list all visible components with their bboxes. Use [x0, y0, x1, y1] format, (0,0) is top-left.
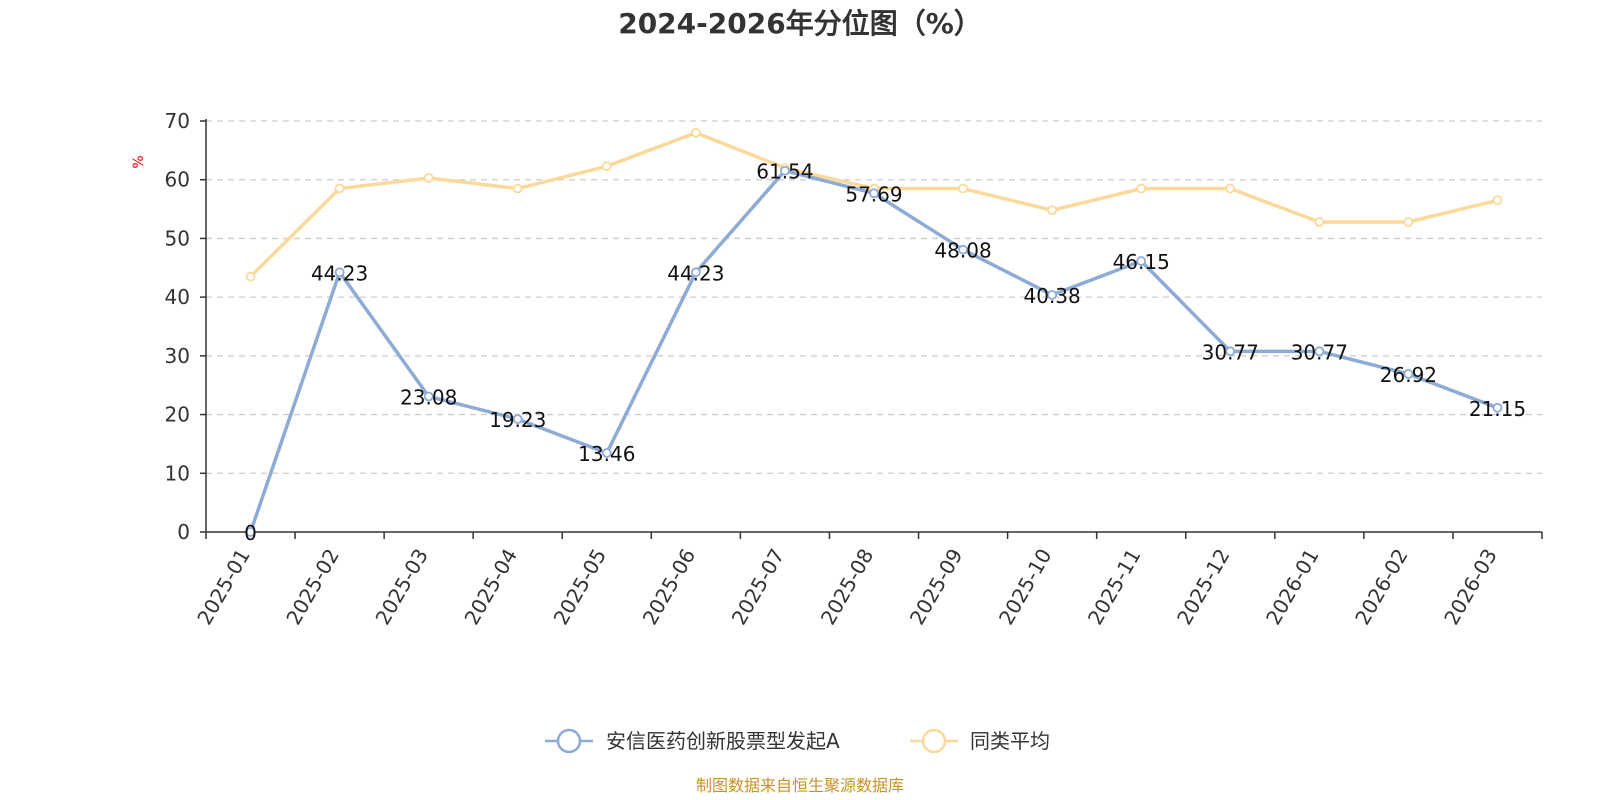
data-point[interactable] — [1403, 369, 1414, 379]
x-tick-label: 2026-03 — [1439, 545, 1502, 629]
data-label: 61.54 — [756, 160, 813, 184]
x-tick-label: 2025-04 — [459, 545, 522, 629]
x-tick-labels: 2025-01 2025-02 2025-03 2025-04 2025-05 2025-… — [192, 545, 1502, 629]
data-point[interactable] — [780, 165, 790, 176]
axes — [200, 119, 1543, 539]
x-tick-label: 2025-09 — [905, 545, 968, 629]
series-group — [245, 127, 1503, 537]
data-point[interactable] — [1047, 290, 1058, 300]
data-label: 30.77 — [1291, 340, 1348, 364]
data-label: 26.92 — [1380, 363, 1437, 387]
x-tick-label: 2025-07 — [727, 545, 790, 629]
x-tick-label: 2025-05 — [549, 545, 612, 629]
data-point[interactable] — [958, 183, 968, 194]
x-tick-label: 2026-01 — [1261, 545, 1324, 629]
x-tick-label: 2025-03 — [370, 545, 433, 629]
data-label: 23.08 — [400, 385, 457, 409]
legend-swatch-marker — [921, 728, 947, 754]
legend[interactable]: 安信医药创新股票型发起A 同类平均 — [545, 728, 1050, 754]
data-label: 46.15 — [1113, 250, 1170, 274]
data-labels: 0 44.23 23.08 19.23 13.46 44.23 61.54 57.69 48.0… — [244, 160, 1526, 545]
data-point[interactable] — [1136, 256, 1147, 266]
y-tick-label: 60 — [165, 168, 190, 192]
data-label: 30.77 — [1202, 340, 1259, 364]
data-point[interactable] — [423, 391, 434, 402]
data-point[interactable] — [958, 244, 968, 255]
data-label: 57.69 — [845, 182, 902, 206]
data-label: 21.15 — [1469, 397, 1526, 421]
data-point[interactable] — [690, 267, 701, 278]
data-point[interactable] — [601, 448, 612, 458]
data-point[interactable] — [869, 188, 879, 199]
y-tick-labels: 0 10 20 30 40 50 60 70 — [165, 109, 190, 544]
data-label: 19.23 — [489, 408, 546, 432]
x-tick-label: 2025-01 — [192, 545, 255, 629]
y-tick-label: 30 — [165, 344, 190, 368]
x-tick-label: 2025-11 — [1083, 545, 1146, 629]
data-point[interactable] — [601, 161, 612, 172]
data-point[interactable] — [1314, 346, 1325, 357]
chart-title: 2024-2026年分位图（%） — [618, 7, 982, 40]
data-label: 44.23 — [667, 261, 724, 285]
y-tick-label: 40 — [165, 285, 190, 309]
data-point[interactable] — [512, 183, 523, 194]
data-label: 40.38 — [1024, 284, 1081, 308]
data-label: 44.23 — [311, 261, 368, 285]
gridlines — [206, 120, 1542, 474]
data-point[interactable] — [1225, 346, 1236, 357]
data-point[interactable] — [1136, 183, 1147, 194]
data-point[interactable] — [1492, 402, 1503, 413]
y-tick-label: 70 — [165, 109, 190, 133]
data-point[interactable] — [690, 127, 701, 138]
data-point[interactable] — [423, 173, 434, 183]
x-tick-label: 2025-06 — [638, 545, 701, 629]
x-tick-label: 2025-10 — [994, 545, 1057, 629]
data-point[interactable] — [1314, 217, 1325, 227]
legend-swatch-marker — [556, 728, 582, 754]
y-tick-label: 20 — [165, 403, 190, 427]
data-label: 13.46 — [578, 442, 635, 466]
y-tick-label: 10 — [165, 461, 190, 485]
data-label: 48.08 — [934, 239, 991, 263]
x-tick-label: 2025-02 — [281, 545, 344, 629]
data-point[interactable] — [334, 267, 345, 278]
data-point[interactable] — [512, 414, 523, 424]
data-point[interactable] — [1225, 183, 1236, 194]
data-label: 0 — [244, 521, 257, 545]
y-axis-label: % — [131, 155, 147, 168]
data-point[interactable] — [1047, 205, 1058, 216]
source-note: 制图数据来自恒生聚源数据库 — [696, 776, 904, 795]
legend-label: 安信医药创新股票型发起A — [606, 729, 840, 753]
x-tick-label: 2025-12 — [1172, 545, 1235, 629]
data-point[interactable] — [334, 183, 345, 194]
x-tick-label: 2026-02 — [1350, 545, 1413, 629]
data-point[interactable] — [1492, 195, 1503, 206]
y-tick-label: 0 — [177, 520, 190, 544]
data-point[interactable] — [1403, 217, 1414, 227]
data-point[interactable] — [245, 271, 256, 282]
legend-item[interactable]: 同类平均 — [910, 728, 1050, 754]
x-tick-label: 2025-08 — [816, 545, 879, 629]
y-tick-label: 50 — [165, 226, 190, 250]
legend-item[interactable]: 安信医药创新股票型发起A — [545, 728, 840, 754]
data-point[interactable] — [245, 527, 256, 537]
legend-label: 同类平均 — [970, 729, 1050, 753]
